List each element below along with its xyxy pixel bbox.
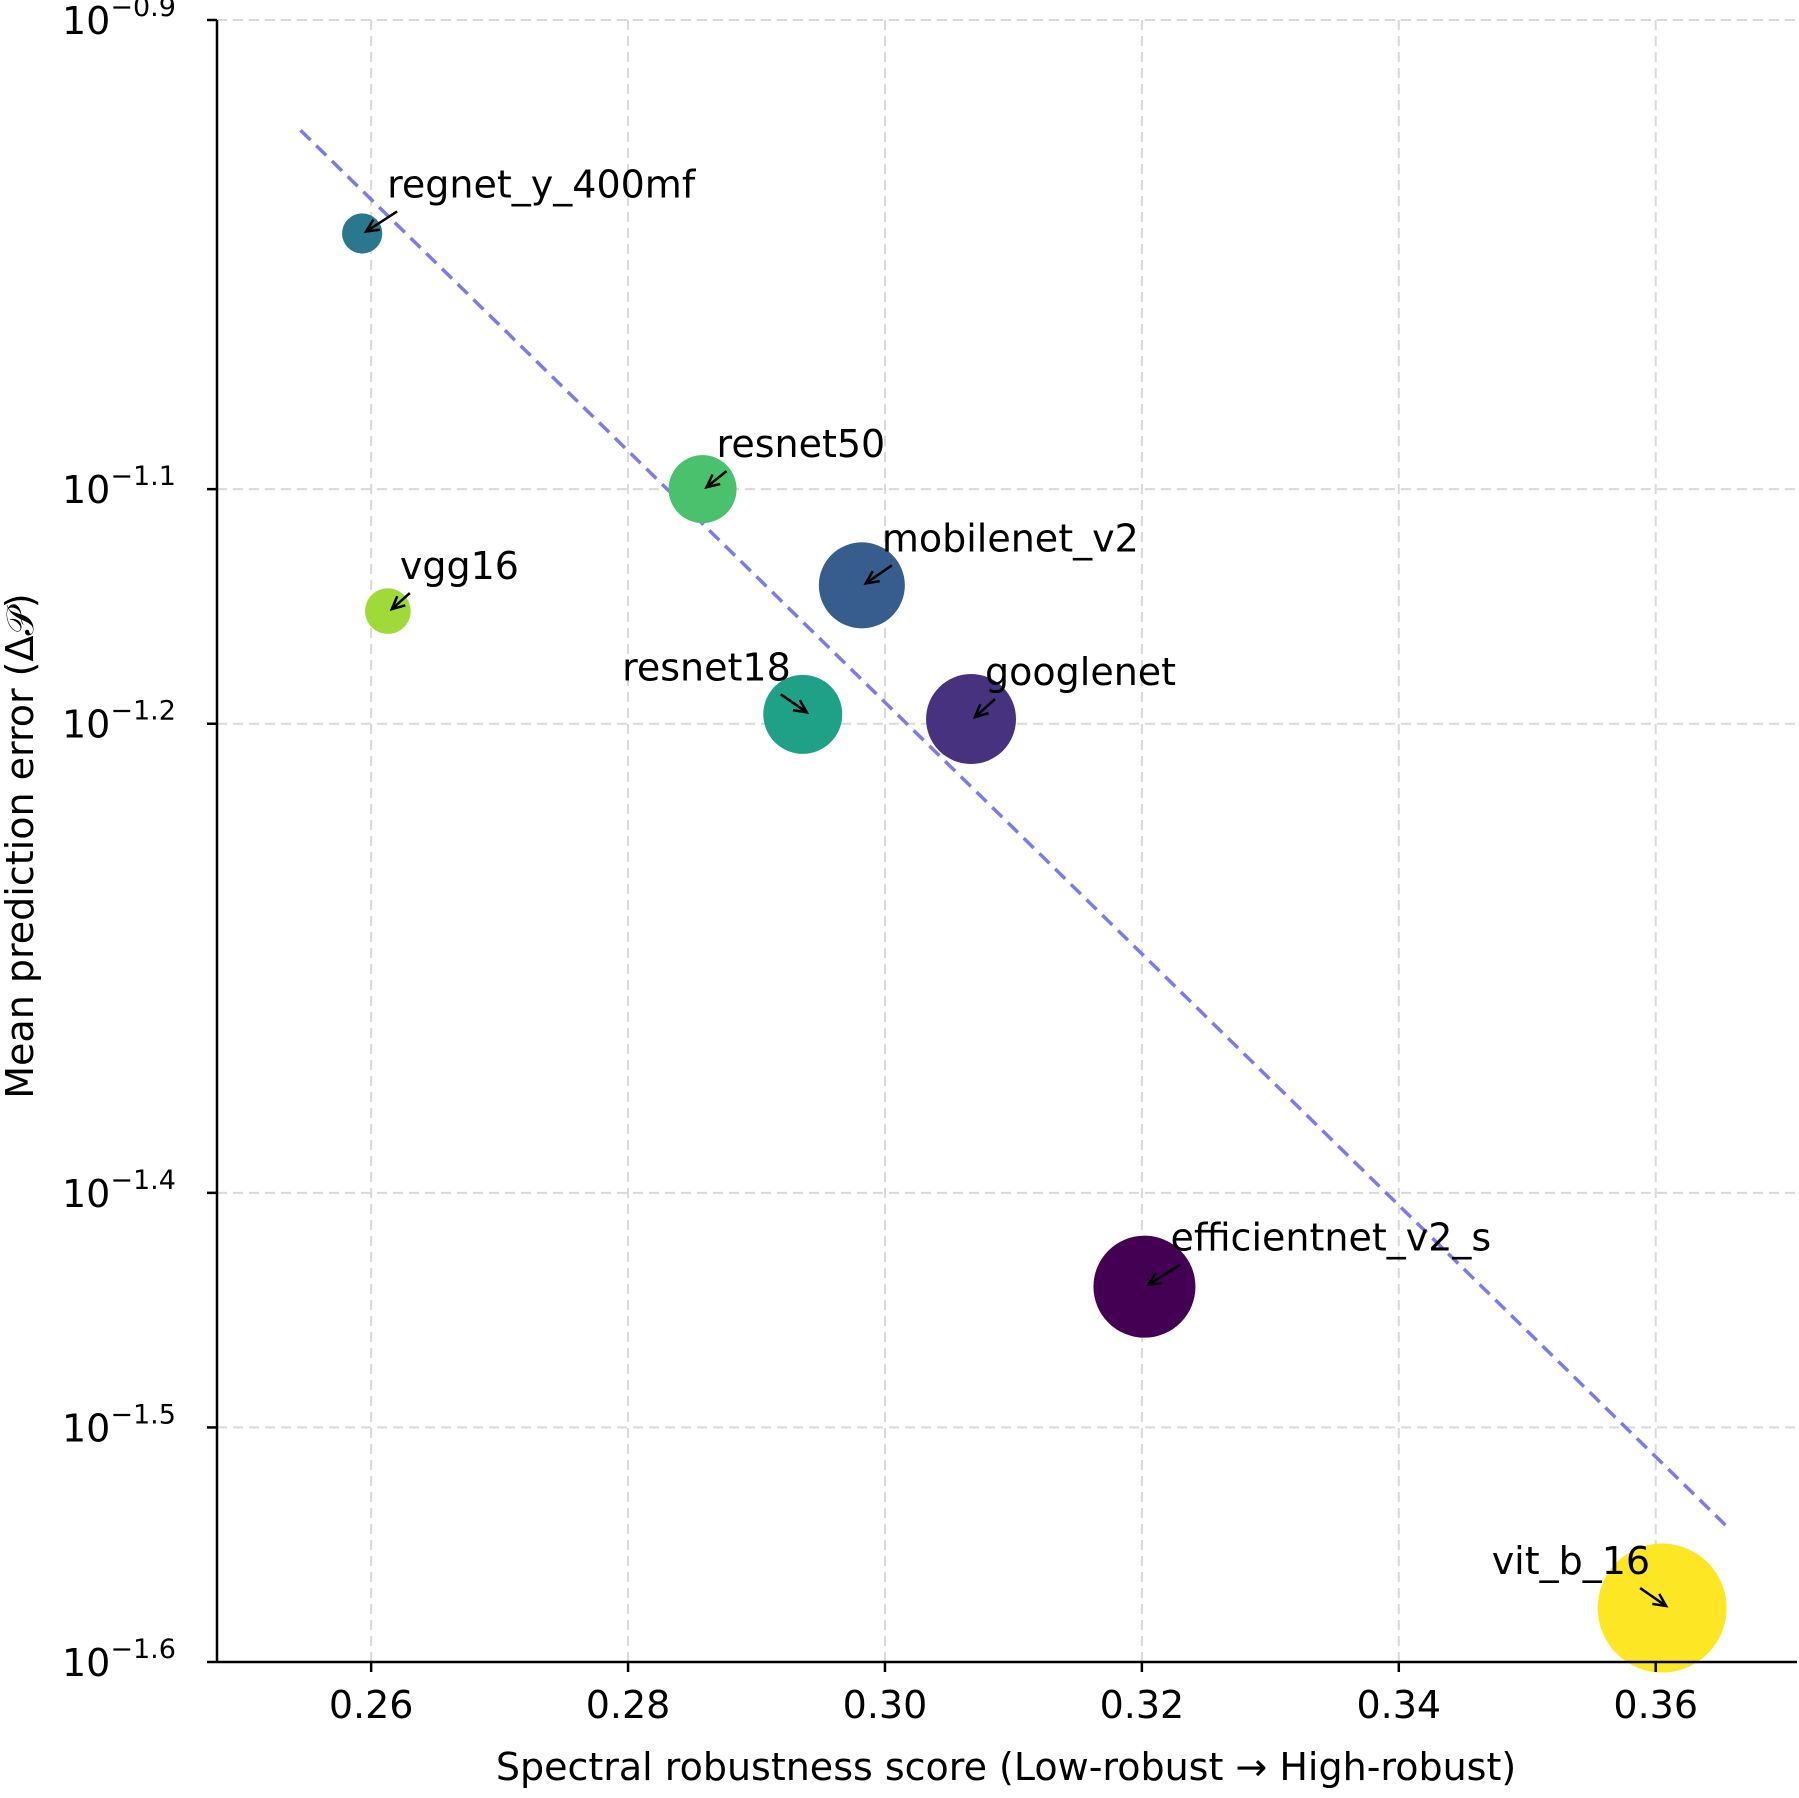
label-arrowhead xyxy=(1146,1272,1163,1287)
label-arrowhead xyxy=(792,699,810,714)
x-tick-label: 0.32 xyxy=(1100,1683,1185,1727)
label-arrow xyxy=(705,470,728,489)
y-tick-label: 10−0.9 xyxy=(62,0,176,43)
data-point xyxy=(1093,1235,1196,1338)
y-tick-label: 10−1.2 xyxy=(62,696,176,747)
y-tick-label: 10−1.1 xyxy=(62,461,176,512)
axes: 0.26 0.28 0.30 0.32 0.34 0.36 10−0.9 10−1.1 10−1… xyxy=(62,0,1797,1727)
x-tick-label: 0.30 xyxy=(843,1683,928,1727)
x-tick-label: 0.26 xyxy=(329,1683,414,1727)
label-arrow xyxy=(391,592,411,611)
point-label: mobilenet_v2 xyxy=(882,516,1139,560)
label-arrow xyxy=(974,698,996,718)
x-tick-label: 0.34 xyxy=(1356,1683,1441,1727)
data-point xyxy=(365,588,411,634)
label-arrowhead xyxy=(363,218,381,234)
data-point xyxy=(818,542,905,629)
y-tick-label: 10−1.6 xyxy=(62,1634,176,1685)
x-axis-label: Spectral robustness score (Low-robust → … xyxy=(496,1745,1516,1789)
label-arrowhead xyxy=(389,595,406,612)
point-labels-layer: regnet_y_400mf resnet50 vgg16 mobilenet_v2r… xyxy=(363,162,1669,1608)
point-label: googlenet xyxy=(985,650,1176,694)
point-label: resnet50 xyxy=(717,422,886,466)
y-axis-label: Mean prediction error (Δ𝒫) xyxy=(0,593,42,1098)
trendline xyxy=(299,128,1728,1528)
label-arrowhead xyxy=(704,473,721,489)
data-point xyxy=(342,213,383,254)
x-tick-label: 0.28 xyxy=(586,1683,671,1727)
y-tick-label: 10−1.4 xyxy=(62,1165,176,1216)
label-arrow xyxy=(780,693,808,714)
point-label: vgg16 xyxy=(400,544,519,588)
label-arrow xyxy=(1147,1263,1182,1286)
data-point xyxy=(926,674,1017,765)
label-arrowhead xyxy=(863,570,880,585)
trendline-layer xyxy=(299,128,1728,1528)
points-layer xyxy=(342,213,1727,1673)
x-tick-label: 0.36 xyxy=(1613,1683,1698,1727)
label-arrowhead xyxy=(1652,1593,1669,1608)
grid-lines xyxy=(217,19,1797,1663)
label-arrow xyxy=(1639,1587,1667,1608)
data-point xyxy=(668,455,737,524)
data-point xyxy=(1597,1543,1727,1673)
label-arrow xyxy=(365,210,398,233)
point-label: regnet_y_400mf xyxy=(387,162,697,206)
point-label: efficientnet_v2_s xyxy=(1170,1216,1491,1260)
label-arrow xyxy=(865,564,893,585)
y-tick-label: 10−1.5 xyxy=(62,1399,176,1450)
point-label: resnet18 xyxy=(622,645,791,689)
label-arrowhead xyxy=(972,703,989,719)
point-label: vit_b_16 xyxy=(1492,1539,1650,1583)
